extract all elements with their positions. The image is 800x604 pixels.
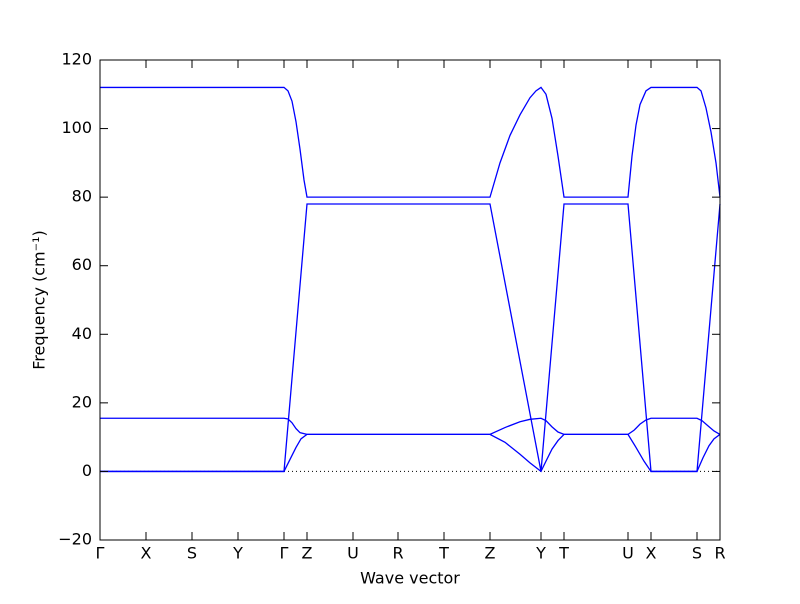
y-tick-label: 40 [72,324,92,343]
y-tick-label: 20 [72,392,92,411]
x-tick-label: U [622,544,634,563]
y-axis-label: Frequency (cm⁻¹) [30,230,49,369]
x-tick-label: Y [535,544,546,563]
x-tick-label: S [187,544,197,563]
x-tick-label: T [438,544,449,563]
band-line [100,86,721,198]
x-tick-label: Γ [280,544,289,563]
plot-frame [99,59,721,541]
x-tick-label: S [692,544,702,563]
x-axis-label: Wave vector [360,569,460,588]
x-tick-label: Z [485,544,496,563]
y-tick-label: 0 [82,461,92,480]
x-tick-label: T [558,544,569,563]
x-tick-label: R [714,544,725,563]
band-line [100,417,721,436]
x-tick-label: Z [302,544,313,563]
x-tick-label: U [347,544,359,563]
x-tick-label: R [392,544,403,563]
y-tick-label: 60 [72,255,92,274]
y-tick-label: 120 [61,50,92,69]
band-line [100,433,721,473]
y-tick-label: −20 [58,530,92,549]
y-tick-label: 80 [72,187,92,206]
y-tick-label: 100 [61,118,92,137]
x-tick-label: Γ [96,544,105,563]
x-tick-label: Y [232,544,243,563]
x-tick-label: X [141,544,152,563]
x-tick-label: X [646,544,657,563]
